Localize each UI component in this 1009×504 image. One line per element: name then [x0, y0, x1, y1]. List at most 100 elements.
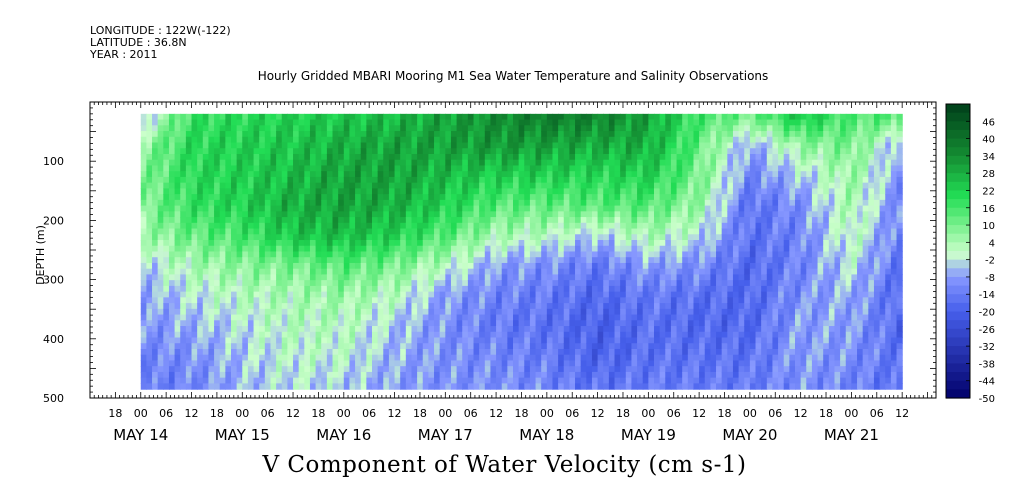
heatmap-cell: [687, 188, 695, 195]
heatmap-cell: [242, 360, 249, 367]
heatmap-cell: [524, 257, 531, 264]
heatmap-cell: [146, 348, 153, 356]
heatmap-cell: [676, 343, 683, 350]
heatmap-cell: [575, 228, 582, 235]
heatmap-cell: [479, 234, 486, 241]
heatmap-cell: [625, 222, 633, 230]
heatmap-cell: [620, 171, 627, 178]
heatmap-cell: [281, 222, 288, 230]
heatmap-cell: [360, 251, 367, 258]
heatmap-cell: [326, 194, 334, 201]
heatmap-cell: [400, 165, 407, 172]
heatmap-cell: [603, 136, 610, 144]
heatmap-cell: [456, 366, 463, 373]
heatmap-cell: [355, 245, 362, 253]
heatmap-cell: [264, 371, 272, 379]
heatmap-cell: [417, 234, 424, 241]
heatmap-cell: [721, 274, 728, 281]
heatmap-cell: [586, 240, 593, 247]
heatmap-cell: [270, 234, 277, 241]
heatmap-cell: [479, 211, 486, 218]
heatmap-cell: [360, 343, 367, 350]
heatmap-cell: [168, 274, 176, 281]
heatmap-cell: [281, 314, 288, 321]
heatmap-cell: [208, 343, 215, 350]
heatmap-cell: [242, 280, 249, 287]
heatmap-cell: [450, 348, 458, 356]
heatmap-cell: [445, 383, 452, 390]
heatmap-cell: [400, 194, 407, 201]
heatmap-cell: [558, 366, 565, 373]
heatmap-cell: [400, 297, 407, 304]
heatmap-cell: [676, 234, 683, 241]
heatmap-cell: [659, 136, 666, 144]
heatmap-cell: [608, 136, 616, 144]
heatmap-cell: [710, 176, 717, 184]
heatmap-cell: [716, 153, 723, 161]
heatmap-cell: [721, 262, 728, 270]
heatmap-cell: [676, 165, 683, 172]
heatmap-cell: [152, 285, 159, 293]
heatmap-cell: [693, 308, 700, 316]
heatmap-cell: [332, 268, 339, 276]
heatmap-cell: [417, 297, 424, 304]
heatmap-cell: [569, 119, 576, 126]
heatmap-cell: [642, 245, 649, 253]
heatmap-cell: [716, 371, 723, 379]
heatmap-cell: [558, 326, 565, 333]
heatmap-cell: [513, 171, 520, 178]
heatmap-cell: [665, 171, 672, 178]
heatmap-cell: [620, 205, 627, 212]
heatmap-cell: [157, 320, 164, 327]
heatmap-cell: [501, 297, 508, 304]
heatmap-cell: [642, 148, 649, 155]
heatmap-cell: [682, 268, 689, 276]
heatmap-cell: [298, 125, 305, 132]
heatmap-cell: [699, 234, 706, 241]
heatmap-cell: [682, 371, 689, 379]
heatmap-cell: [309, 257, 317, 264]
heatmap-cell: [558, 142, 565, 149]
heatmap-cell: [276, 188, 283, 195]
heatmap-cell: [366, 285, 373, 293]
heatmap-cell: [304, 274, 311, 281]
heatmap-cell: [501, 171, 508, 178]
heatmap-cell: [591, 165, 599, 172]
heatmap-cell: [287, 217, 294, 224]
heatmap-cell: [507, 228, 514, 235]
heatmap-cell: [343, 371, 351, 379]
heatmap-cell: [146, 371, 153, 379]
heatmap-cell: [163, 308, 170, 316]
heatmap-cell: [259, 308, 266, 316]
heatmap-cell: [321, 320, 328, 327]
heatmap-cell: [659, 182, 666, 189]
heatmap-cell: [304, 326, 311, 333]
heatmap-cell: [642, 320, 649, 327]
heatmap-cell: [467, 326, 475, 333]
heatmap-cell: [704, 337, 711, 344]
heatmap-cell: [648, 153, 655, 161]
heatmap-cell: [242, 159, 249, 167]
heatmap-cell: [552, 234, 559, 241]
heatmap-cell: [676, 222, 683, 230]
heatmap-cell: [197, 285, 204, 293]
heatmap-cell: [197, 199, 204, 207]
heatmap-cell: [563, 314, 570, 321]
heatmap-cell: [535, 131, 542, 138]
heatmap-cell: [659, 343, 666, 350]
heatmap-cell: [541, 205, 548, 212]
heatmap-cell: [259, 257, 266, 264]
heatmap-cell: [377, 320, 384, 327]
heatmap-cell: [276, 251, 283, 258]
heatmap-cell: [287, 136, 294, 144]
heatmap-cell: [304, 348, 311, 356]
heatmap-cell: [535, 320, 542, 327]
heatmap-cell: [501, 182, 508, 189]
heatmap-cell: [496, 343, 503, 350]
heatmap-cell: [264, 182, 272, 189]
heatmap-cell: [608, 148, 616, 155]
heatmap-cell: [445, 257, 452, 264]
heatmap-cell: [202, 371, 210, 379]
heatmap-cell: [496, 153, 503, 161]
